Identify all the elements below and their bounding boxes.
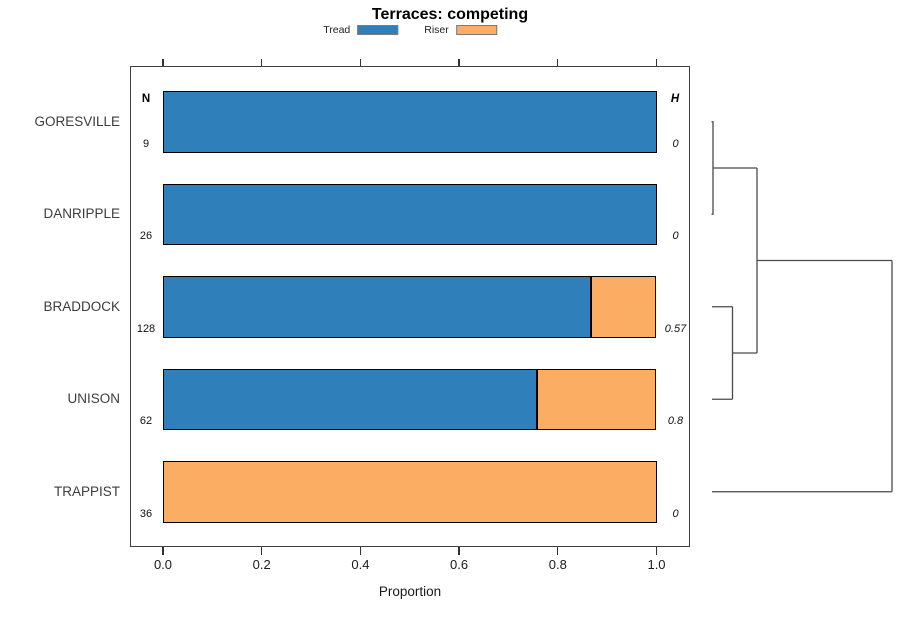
x-tick-bottom [458,547,460,555]
plot-border [130,66,690,547]
x-tick-top [557,58,559,66]
n-value: 128 [136,322,156,335]
legend-swatch [357,25,399,35]
h-value: 0 [672,137,679,150]
x-tick-top [162,58,164,66]
n-value: 36 [139,507,153,520]
x-tick-label: 0.8 [548,557,567,572]
x-axis-label: Proportion [378,584,442,599]
bar-segment-riser [590,276,657,338]
bar-segment-riser [537,368,657,430]
x-tick-bottom [655,547,658,555]
bar-segment-tread [163,183,657,245]
x-tick-label: 0.0 [153,557,173,572]
x-tick-top [655,58,658,66]
h-value: 0.8 [667,415,684,427]
x-tick-bottom [162,547,164,555]
n-value: 26 [139,230,153,242]
h-value: 0.57 [664,322,687,335]
x-tick-label: 0.4 [351,557,370,572]
x-tick-bottom [261,547,263,555]
legend-item: Tread [323,24,399,36]
x-tick-label: 1.0 [647,557,666,572]
legend-label: Tread [323,24,351,36]
x-tick-label: 0.2 [252,557,271,572]
category-label: DANRIPPLE [43,206,120,222]
n-value: 9 [142,137,150,150]
category-label: GORESVILLE [34,113,120,129]
chart-title: Terraces: competing [371,6,529,23]
x-tick-bottom [359,547,362,555]
category-label: BRADDOCK [43,298,120,314]
x-tick-label: 0.6 [450,557,469,572]
bar-segment-tread [163,368,538,430]
x-tick-top [458,58,460,66]
x-tick-top [359,58,362,66]
stacked-bar [163,91,657,153]
stacked-bar [163,368,657,430]
stacked-bar [163,183,657,245]
h-value: 0 [672,230,679,242]
stacked-bar [163,461,657,523]
n-value: 62 [139,415,153,427]
n-column-header: N [141,93,151,105]
bar-segment-tread [163,276,591,338]
bar-segment-riser [163,461,657,523]
legend-item: Riser [424,24,497,36]
h-column-header: H [670,93,680,105]
dendrogram-path [711,121,893,493]
legend-label: Riser [424,24,449,36]
x-tick-top [261,58,263,66]
category-label: TRAPPIST [53,483,120,499]
legend-swatch [455,25,497,35]
stacked-bar [163,276,657,338]
legend: Tread Riser [323,24,497,36]
x-tick-bottom [557,547,559,555]
h-value: 0 [672,507,679,520]
category-label: UNISON [67,391,120,407]
bar-segment-tread [163,91,657,153]
